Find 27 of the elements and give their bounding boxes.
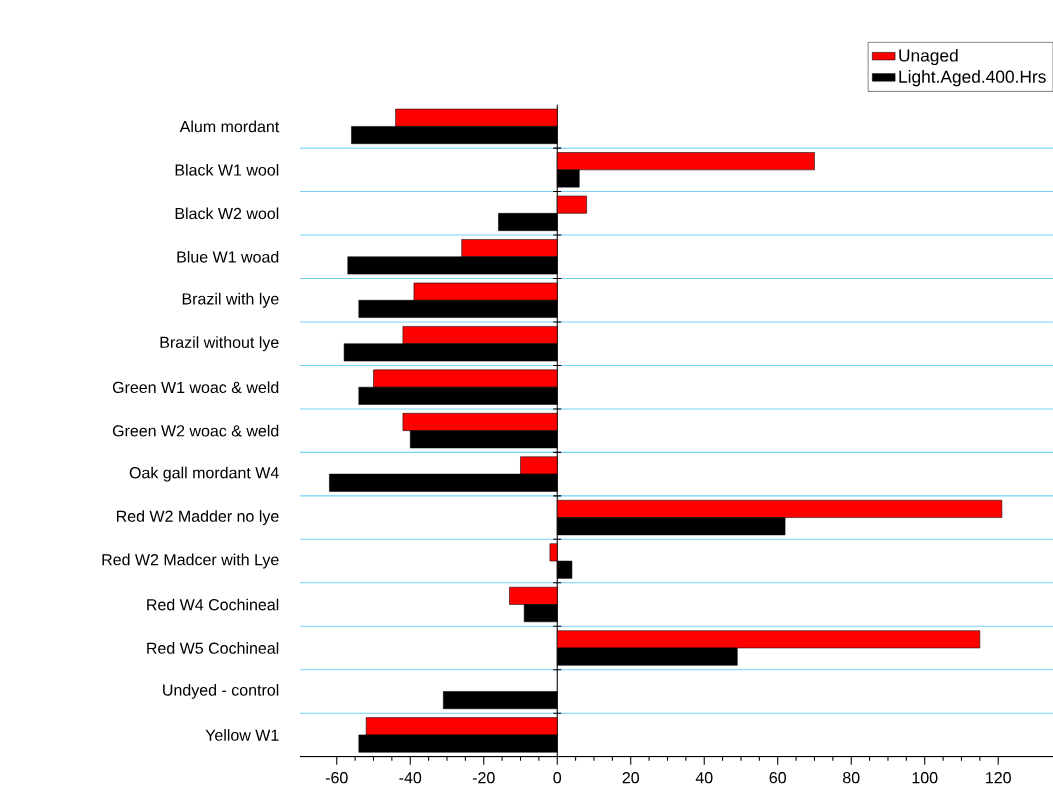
x-tick-label: 80 <box>843 772 860 784</box>
y-tick-label: Brazil with lye <box>182 292 279 308</box>
legend-label: Unaged <box>899 48 958 66</box>
x-tick-label: 0 <box>553 772 562 784</box>
x-tick-label: -20 <box>472 772 495 784</box>
x-tick-label: -60 <box>325 772 348 784</box>
y-tick-label: Brazil without lye <box>160 336 279 352</box>
x-tick-label: 120 <box>986 772 1011 784</box>
x-tick-label: 20 <box>622 772 640 784</box>
y-tick-label: Red W5 Cochineal <box>147 642 279 654</box>
y-tick-label: Green W1 woac & weld <box>112 381 279 394</box>
y-tick-label: Yellow W1 <box>205 729 279 741</box>
x-tick-label: 60 <box>769 772 787 784</box>
y-tick-label: Blue W1 woad <box>177 250 279 263</box>
x-tick-label: 40 <box>695 772 713 784</box>
legend-label: Light.Aged.400.Hrs <box>899 70 1046 87</box>
y-tick-label: Undyed - control <box>163 684 279 699</box>
y-tick-label: Green W2 woac & weld <box>112 424 279 437</box>
y-tick-label: Red W2 Madcer with Lye <box>102 553 279 569</box>
y-tick-label: Oak gall mordant W4 <box>129 466 279 482</box>
y-tick-label: Black W1 wool <box>175 163 279 176</box>
y-tick-label: Black W2 wool <box>175 207 279 220</box>
y-tick-label: Red W2 Madder no lye <box>116 510 279 526</box>
y-tick-label: Red W4 Cochineal <box>147 598 279 611</box>
x-tick-label: -40 <box>399 772 422 784</box>
y-tick-label: Alum mordant <box>179 120 280 133</box>
x-tick-label: 100 <box>912 772 938 784</box>
